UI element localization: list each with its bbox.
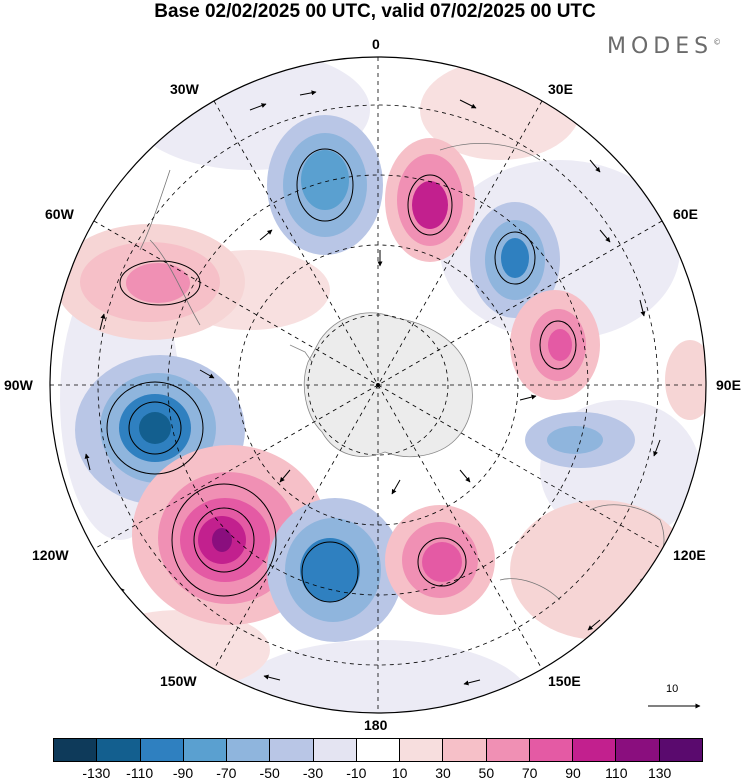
- colorbar-segment: [313, 739, 357, 761]
- anomaly-low-1: [267, 115, 383, 255]
- colorbar-segment: [529, 739, 574, 761]
- lon-label-60e: 60E: [673, 206, 698, 222]
- map-field: [50, 57, 706, 713]
- colorbar-segment: [400, 739, 444, 761]
- brand-name: MODES: [607, 34, 714, 59]
- colorbar-segment: [659, 739, 702, 761]
- colorbar-segment: [183, 739, 228, 761]
- colorbar-tick-label: 50: [478, 765, 495, 781]
- lon-label-30e: 30E: [548, 81, 573, 97]
- map-title: Base 02/02/2025 00 UTC, valid 07/02/2025…: [154, 1, 596, 22]
- colorbar-tick-label: -30: [302, 765, 324, 781]
- brand-mark: ©: [713, 37, 722, 47]
- lon-label-90e: 90E: [716, 377, 741, 393]
- colorbar: [53, 738, 703, 762]
- lon-label-120w: 120W: [32, 547, 69, 563]
- colorbar-tick-label: 90: [565, 765, 581, 781]
- colorbar-tick-label: -130: [82, 765, 111, 781]
- reference-vector-label: 10: [666, 683, 679, 695]
- brand-logo: MODES©: [607, 34, 721, 59]
- lon-label-180: 180: [364, 717, 388, 733]
- anomaly-low-5: [267, 498, 403, 642]
- lon-label-150e: 150E: [548, 673, 581, 689]
- lon-label-0: 0: [372, 36, 380, 52]
- colorbar-segment: [573, 739, 617, 761]
- colorbar-tick-label: -10: [346, 765, 367, 781]
- anomaly-low-3: [525, 412, 635, 468]
- colorbar-segment: [356, 739, 401, 761]
- lon-label-90w: 90W: [4, 377, 33, 393]
- colorbar-segment: [270, 739, 314, 761]
- colorbar-segment: [97, 739, 141, 761]
- anomaly-high-2: [510, 290, 600, 400]
- colorbar-segment: [227, 739, 271, 761]
- south-pole-marker: [376, 383, 380, 387]
- colorbar-tick-label: -70: [216, 765, 237, 781]
- colorbar-tick-label: -90: [172, 765, 194, 781]
- lon-label-150w: 150W: [160, 673, 197, 689]
- colorbar-tick-label: -50: [259, 765, 280, 781]
- colorbar-segment: [140, 739, 184, 761]
- lon-label-60w: 60W: [45, 206, 74, 222]
- streamlines: [106, 148, 577, 603]
- colorbar-tick-label: 110: [605, 765, 628, 781]
- colorbar-segment: [486, 739, 530, 761]
- colorbar-tick-label: 130: [647, 765, 672, 781]
- lon-label-30w: 30W: [170, 81, 199, 97]
- lon-label-120e: 120E: [673, 547, 706, 563]
- colorbar-segment: [443, 739, 487, 761]
- colorbar-segment: [616, 739, 660, 761]
- anomaly-low-4: [75, 355, 245, 505]
- colorbar-tick-label: -110: [126, 765, 154, 781]
- colorbar-tick-label: 70: [521, 765, 538, 781]
- map-boundary: [49, 56, 707, 714]
- colorbar-tick-label: 30: [435, 765, 451, 781]
- anomaly-high-1: [385, 138, 475, 262]
- colorbar-tick-label: 10: [391, 765, 408, 781]
- anomaly-high-5: [385, 505, 495, 615]
- colorbar-segment: [54, 739, 98, 761]
- wind-vectors: [84, 90, 661, 686]
